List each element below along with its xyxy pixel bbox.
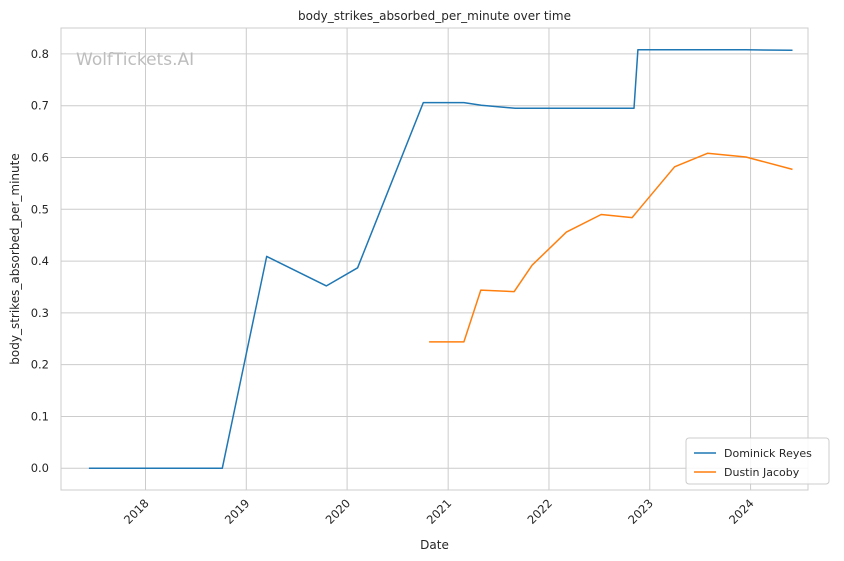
legend: Dominick Reyes Dustin Jacoby [685,437,830,485]
plot-frame [60,27,809,491]
y-tick-label: 0.3 [31,306,49,320]
y-tick-label: 0.6 [31,150,49,164]
legend-label: Dustin Jacoby [724,466,800,479]
series-line-2 [429,152,793,343]
legend-box [685,437,830,485]
watermark: WolfTickets.AI [76,50,194,70]
y-axis-ticks: 0.0 0.1 0.2 0.3 0.4 0.5 0.6 0.7 0.8 [31,47,49,475]
y-tick-label: 0.1 [31,409,49,423]
plot-area [61,28,808,490]
series-lines [88,49,793,469]
series-line-1 [88,49,793,469]
y-axis-label: body_strikes_absorbed_per_minute [8,153,22,364]
y-tick-label: 0.7 [31,99,49,113]
y-tick-label: 0.8 [31,47,49,61]
y-tick-label: 0.5 [31,202,49,216]
y-tick-label: 0.4 [31,254,49,268]
y-tick-label: 0.2 [31,358,49,372]
x-axis-label: Date [420,538,449,552]
chart-title: body_strikes_absorbed_per_minute over ti… [298,9,571,23]
y-tick-label: 0.0 [31,461,49,475]
legend-label: Dominick Reyes [724,447,812,460]
